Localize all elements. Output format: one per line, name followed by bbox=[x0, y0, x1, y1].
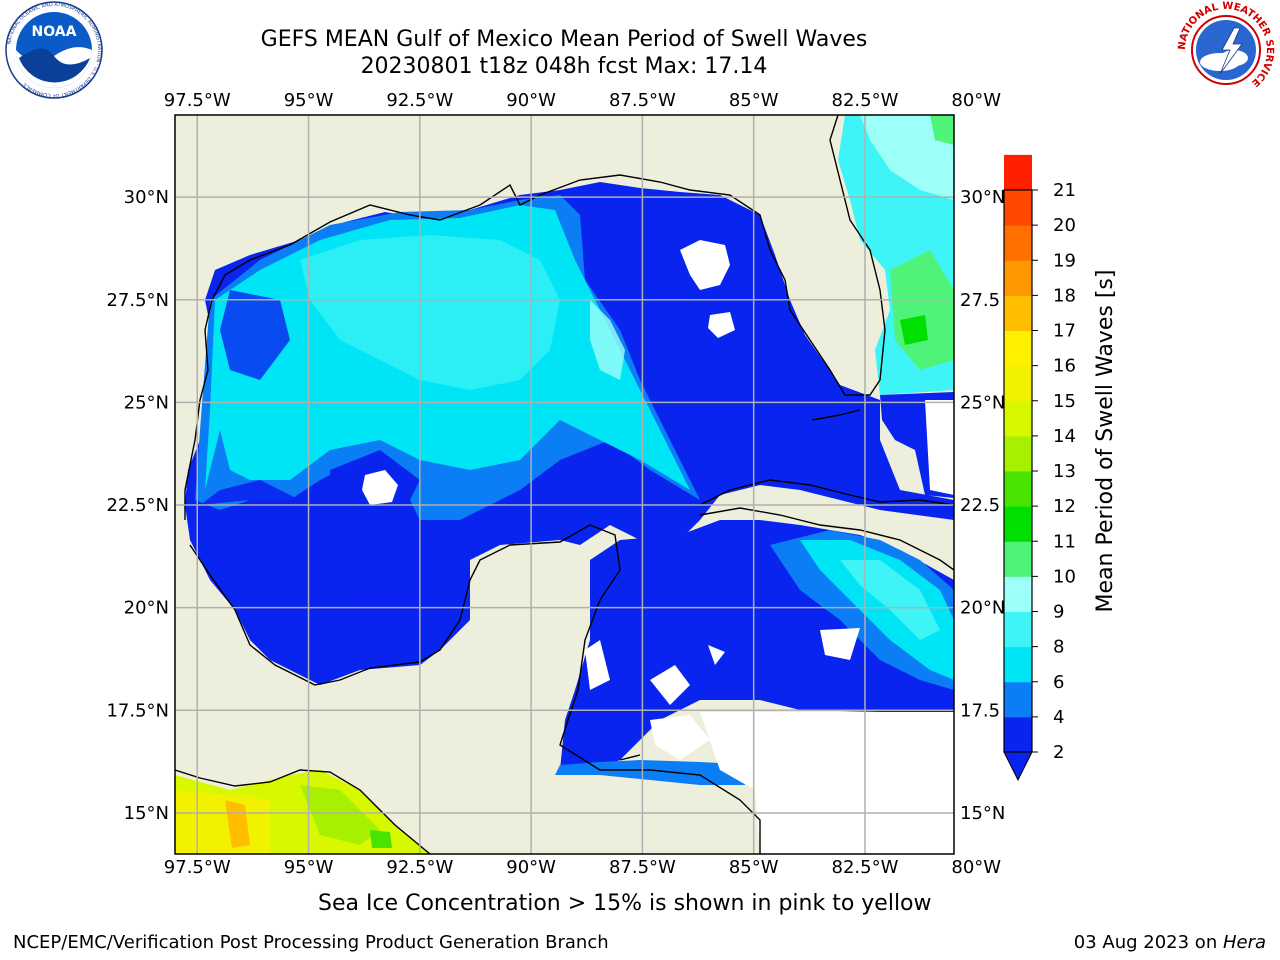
colorbar-tick-label: 2 bbox=[1053, 742, 1064, 763]
lon-tick-label-top: 90°W bbox=[506, 90, 556, 111]
colorbar-segment bbox=[1004, 716, 1032, 753]
lat-tick-label-left: 15°N bbox=[124, 803, 169, 824]
coastlines bbox=[175, 115, 954, 854]
lat-tick-label-left: 20°N bbox=[124, 598, 169, 619]
lon-tick-label-top: 92.5°W bbox=[386, 90, 453, 111]
lon-tick-label-bottom: 80°W bbox=[951, 857, 1001, 878]
colorbar-segment bbox=[1004, 471, 1032, 507]
footer-host: Hera bbox=[1222, 932, 1266, 953]
caribbean-swell-field bbox=[555, 520, 954, 785]
noaa-logo: NOAA NATIONAL OCEANIC AND ATMOSPHERIC AD… bbox=[5, 1, 103, 99]
colorbar-tick-label: 19 bbox=[1053, 250, 1076, 271]
nws-logo: NATIONAL WEATHER SERVICE bbox=[1177, 1, 1275, 97]
lat-tick-label-right: 17.5 bbox=[960, 700, 1000, 721]
lon-tick-label-bottom: 87.5°W bbox=[609, 857, 676, 878]
colorbar-segment bbox=[1004, 541, 1032, 577]
lon-tick-label-bottom: 95°W bbox=[284, 857, 334, 878]
gulf-swell-field bbox=[185, 182, 954, 685]
footer-date: 03 Aug 2023 on Hera bbox=[1074, 932, 1266, 953]
no-data-region bbox=[700, 712, 954, 854]
lon-tick-label-top: 95°W bbox=[284, 90, 334, 111]
chart-subtitle: 20230801 t18z 048h fcst Max: 17.14 bbox=[360, 54, 768, 79]
colorbar-tick-label: 15 bbox=[1053, 391, 1076, 412]
chart-title: GEFS MEAN Gulf of Mexico Mean Period of … bbox=[260, 27, 868, 52]
colorbar-segment bbox=[1004, 611, 1032, 648]
atlantic-swell-field bbox=[838, 115, 954, 498]
colorbar: 2 4 6 8 9 10 11 12 13 14 15 16 17 18 19 20 21 Mean Period… bbox=[1003, 154, 1118, 782]
pacific-swell-field bbox=[175, 770, 430, 854]
colorbar-segment bbox=[1004, 330, 1032, 367]
colorbar-label: Mean Period of Swell Waves [s] bbox=[1093, 270, 1118, 613]
colorbar-tick-label: 9 bbox=[1053, 602, 1064, 623]
colorbar-segment bbox=[1004, 646, 1032, 683]
colorbar-tick-label: 4 bbox=[1053, 707, 1064, 728]
colorbar-segment bbox=[1004, 576, 1032, 612]
colorbar-tick-label: 17 bbox=[1053, 321, 1076, 342]
lat-tick-label-right: 25°N bbox=[960, 392, 1005, 413]
lon-tick-label-bottom: 90°W bbox=[506, 857, 556, 878]
map-plot-area bbox=[175, 115, 954, 854]
lat-tick-label-right: 15°N bbox=[960, 803, 1005, 824]
colorbar-segment bbox=[1004, 365, 1032, 402]
colorbar-tick-label: 10 bbox=[1053, 566, 1076, 587]
colorbar-tick-label: 21 bbox=[1053, 180, 1076, 201]
colorbar-tick-label: 20 bbox=[1053, 215, 1076, 236]
lon-tick-label-bottom: 97.5°W bbox=[164, 857, 231, 878]
colorbar-tick-label: 12 bbox=[1053, 496, 1076, 517]
lat-tick-label-left: 22.5°N bbox=[106, 495, 169, 516]
colorbar-segment bbox=[1004, 506, 1032, 542]
colorbar-segment bbox=[1004, 295, 1032, 331]
lon-tick-label-bottom: 82.5°W bbox=[832, 857, 899, 878]
colorbar-tick-label: 6 bbox=[1053, 672, 1064, 693]
lat-tick-label-left: 17.5°N bbox=[106, 700, 169, 721]
noaa-logo-text: NOAA bbox=[32, 24, 77, 40]
lat-tick-label-left: 25°N bbox=[124, 392, 169, 413]
footer-branch: NCEP/EMC/Verification Post Processing Pr… bbox=[13, 932, 609, 953]
axis-labels: 97.5°W 97.5°W 95°W 95°W 92.5°W 92.5°W 90°W 90°W… bbox=[106, 90, 1005, 878]
colorbar-tick-label: 11 bbox=[1053, 531, 1076, 552]
colorbar-segment bbox=[1004, 435, 1032, 472]
sea-ice-note: Sea Ice Concentration > 15% is shown in … bbox=[318, 891, 932, 916]
lat-tick-label-left: 27.5°N bbox=[106, 290, 169, 311]
footer-date-text: 03 Aug 2023 on bbox=[1073, 932, 1223, 953]
lon-tick-label-top: 87.5°W bbox=[609, 90, 676, 111]
colorbar-tick-label: 16 bbox=[1053, 356, 1076, 377]
lon-tick-label-top: 85°W bbox=[729, 90, 779, 111]
colorbar-segment bbox=[1004, 225, 1032, 261]
colorbar-segment bbox=[1004, 190, 1032, 226]
lon-tick-label-top: 80°W bbox=[951, 90, 1001, 111]
colorbar-segment bbox=[1004, 400, 1032, 437]
colorbar-tick-label: 13 bbox=[1053, 461, 1076, 482]
lat-tick-label-right: 20°N bbox=[960, 598, 1005, 619]
lon-tick-label-bottom: 92.5°W bbox=[386, 857, 453, 878]
lat-tick-label-left: 30°N bbox=[124, 187, 169, 208]
lat-tick-label-right: 22.5 bbox=[960, 495, 1000, 516]
map-gridlines bbox=[175, 115, 954, 854]
colorbar-segment bbox=[1004, 154, 1032, 191]
map-frame bbox=[174, 114, 955, 855]
colorbar-tick-label: 8 bbox=[1053, 637, 1064, 658]
lat-tick-label-right: 30°N bbox=[960, 187, 1005, 208]
colorbar-segment bbox=[1004, 681, 1032, 718]
colorbar-segment bbox=[1004, 260, 1032, 296]
lat-tick-label-right: 27.5 bbox=[960, 290, 1000, 311]
colorbar-tick-label: 14 bbox=[1053, 426, 1076, 447]
lon-tick-label-top: 97.5°W bbox=[164, 90, 231, 111]
lon-tick-label-top: 82.5°W bbox=[832, 90, 899, 111]
colorbar-tick-label: 18 bbox=[1053, 285, 1076, 306]
lon-tick-label-bottom: 85°W bbox=[729, 857, 779, 878]
colorbar-extend-arrow bbox=[1003, 751, 1033, 782]
